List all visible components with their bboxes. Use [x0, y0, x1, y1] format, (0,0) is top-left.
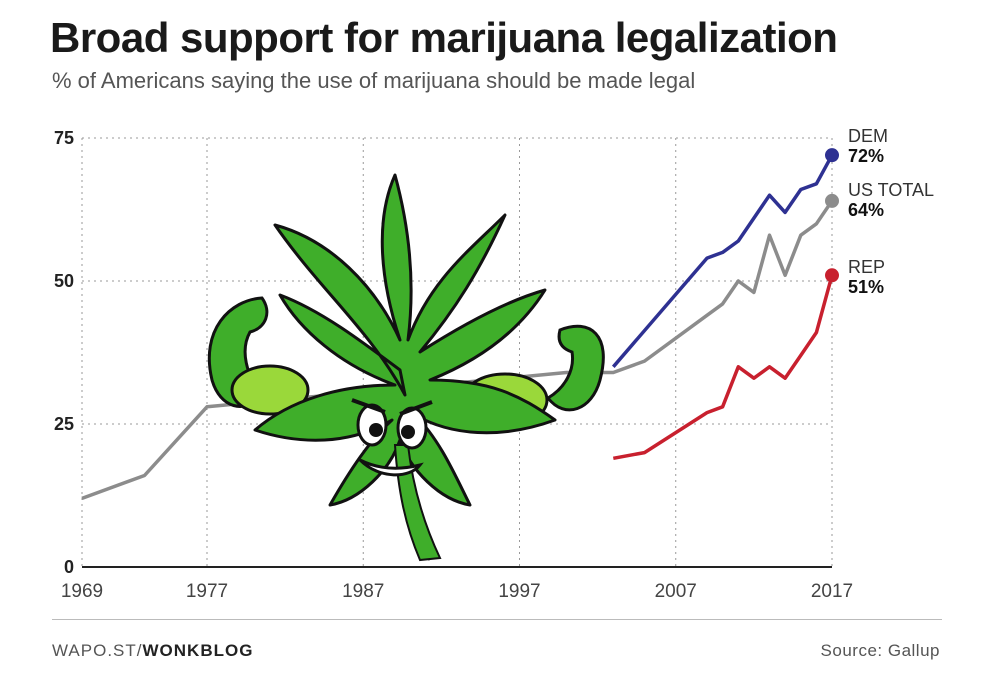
series-value-label: 72%	[848, 146, 884, 166]
grid	[81, 137, 833, 568]
x-tick-label: 1969	[61, 581, 103, 602]
series-lines	[81, 154, 834, 501]
series-end-point	[825, 148, 839, 163]
y-axis-ticks: 0 25 50 75	[54, 128, 74, 577]
chart-title: Broad support for marijuana legalization	[50, 14, 838, 61]
x-axis-ticks: 1969 1977 1987 1997 2007 2017	[61, 581, 853, 602]
series-end-markers	[825, 148, 839, 283]
series-value-label: 51%	[848, 277, 884, 297]
x-tick-label: 1987	[342, 581, 384, 602]
series-line-rep	[612, 274, 834, 461]
y-tick-label: 50	[54, 271, 74, 291]
y-tick-label: 75	[54, 128, 74, 148]
series-name-label: US TOTAL	[848, 180, 934, 200]
series-value-label: 64%	[848, 200, 884, 220]
x-tick-label: 2017	[811, 581, 853, 602]
x-tick-label: 1977	[186, 581, 228, 602]
series-name-label: REP	[848, 257, 885, 277]
series-name-label: DEM	[848, 126, 888, 146]
credit-brand: WONKBLOG	[142, 641, 254, 660]
series-end-point	[825, 193, 839, 208]
credit-prefix: WAPO.ST/	[52, 641, 143, 660]
chart-subtitle: % of Americans saying the use of marijua…	[52, 68, 696, 93]
flexing-leaf-illustration	[207, 173, 605, 562]
footer-credit: WAPO.ST/WONKBLOG	[52, 641, 253, 661]
x-tick-label: 1997	[498, 581, 540, 602]
y-tick-label: 0	[64, 557, 74, 577]
x-tick-label: 2007	[655, 581, 697, 602]
y-tick-label: 25	[54, 414, 74, 434]
series-end-point	[825, 268, 839, 283]
footer-divider	[52, 619, 942, 620]
source-note: Source: Gallup	[820, 641, 940, 660]
series-line-dem	[611, 154, 834, 368]
